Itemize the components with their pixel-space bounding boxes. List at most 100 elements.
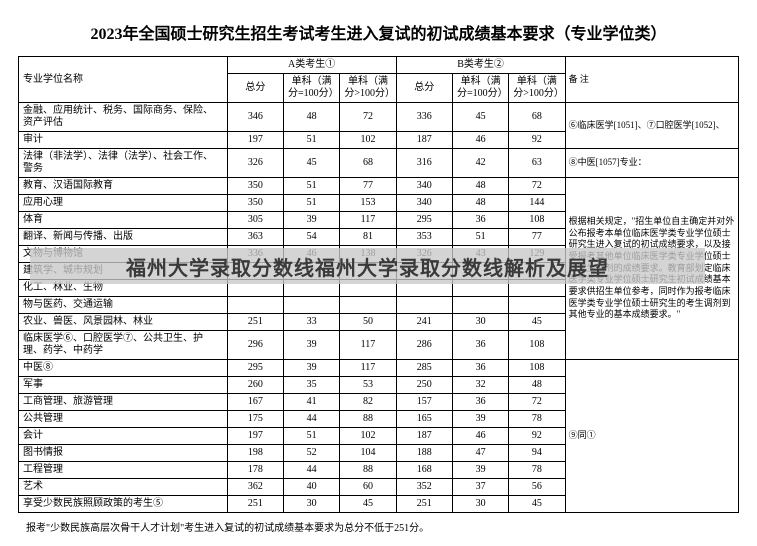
remark-cell: ⑧中医[1057]专业： xyxy=(565,149,738,178)
score-cell: 46 xyxy=(452,428,508,445)
score-cell: 117 xyxy=(340,212,396,229)
score-cell: 45 xyxy=(509,314,565,331)
score-cell: 60 xyxy=(340,479,396,496)
footer-note: 报考"少数民族高层次骨干人才计划"考生进入复试的初试成绩基本要求为总分不低于25… xyxy=(18,519,739,534)
score-cell xyxy=(284,263,340,280)
score-cell: 72 xyxy=(509,394,565,411)
score-cell: 104 xyxy=(340,445,396,462)
score-cell xyxy=(452,263,508,280)
score-cell: 72 xyxy=(340,103,396,132)
score-cell: 251 xyxy=(227,314,283,331)
score-cell: 44 xyxy=(284,462,340,479)
major-cell: 化工、林业、生物 xyxy=(19,280,228,297)
score-cell: 340 xyxy=(396,195,452,212)
score-cell: 46 xyxy=(452,132,508,149)
score-cell xyxy=(452,297,508,314)
score-cell: 41 xyxy=(284,394,340,411)
major-cell: 金融、应用统计、税务、国际商务、保险、资产评估 xyxy=(19,103,228,132)
score-cell: 36 xyxy=(452,360,508,377)
score-cell: 108 xyxy=(509,360,565,377)
major-cell: 审计 xyxy=(19,132,228,149)
major-cell: 会计 xyxy=(19,428,228,445)
score-cell xyxy=(227,297,283,314)
score-cell: 30 xyxy=(284,496,340,513)
major-cell: 军事 xyxy=(19,377,228,394)
score-cell: 40 xyxy=(284,479,340,496)
score-cell: 44 xyxy=(284,411,340,428)
header-group-a: A类考生① xyxy=(227,57,396,74)
score-cell: 39 xyxy=(452,462,508,479)
score-cell xyxy=(340,263,396,280)
page-container: 2023年全国硕士研究生招生考试考生进入复试的初试成绩基本要求（专业学位类） 专… xyxy=(0,0,757,546)
score-cell: 305 xyxy=(227,212,283,229)
score-cell: 350 xyxy=(227,178,283,195)
major-cell: 翻译、新闻与传播、出版 xyxy=(19,229,228,246)
score-cell: 63 xyxy=(509,149,565,178)
score-cell: 51 xyxy=(452,229,508,246)
score-cell: 197 xyxy=(227,132,283,149)
score-cell xyxy=(396,280,452,297)
score-cell: 92 xyxy=(509,132,565,149)
score-cell: 39 xyxy=(284,212,340,229)
score-cell: 81 xyxy=(340,229,396,246)
score-cell: 153 xyxy=(340,195,396,212)
score-cell: 175 xyxy=(227,411,283,428)
score-cell xyxy=(452,280,508,297)
score-cell: 35 xyxy=(284,377,340,394)
major-cell: 农业、兽医、风景园林、林业 xyxy=(19,314,228,331)
score-cell: 45 xyxy=(340,496,396,513)
score-cell: 42 xyxy=(452,149,508,178)
score-cell: 32 xyxy=(452,377,508,394)
score-cell: 102 xyxy=(340,428,396,445)
header-b-sub2: 单科（满分>100分） xyxy=(509,74,565,103)
score-cell: 36 xyxy=(452,394,508,411)
major-cell: 公共管理 xyxy=(19,411,228,428)
score-cell: 251 xyxy=(396,496,452,513)
score-cell: 296 xyxy=(227,331,283,360)
score-cell xyxy=(340,297,396,314)
score-cell: 286 xyxy=(396,331,452,360)
score-cell: 39 xyxy=(284,331,340,360)
score-cell: 363 xyxy=(227,229,283,246)
score-cell: 48 xyxy=(452,178,508,195)
header-major: 专业学位名称 xyxy=(19,57,228,103)
table-row: 法律（非法学）、法律（法学）、社会工作、警务32645683164263⑧中医[… xyxy=(19,149,739,178)
header-a-sub2: 单科（满分>100分） xyxy=(340,74,396,103)
score-cell: 77 xyxy=(509,229,565,246)
score-cell: 48 xyxy=(452,195,508,212)
score-cell: 36 xyxy=(452,331,508,360)
score-cell: 165 xyxy=(396,411,452,428)
score-cell: 56 xyxy=(509,479,565,496)
score-cell: 340 xyxy=(396,178,452,195)
header-b-total: 总分 xyxy=(396,74,452,103)
major-cell: 中医⑧ xyxy=(19,360,228,377)
score-cell: 350 xyxy=(227,195,283,212)
header-remark: 备 注 xyxy=(565,57,738,103)
score-cell: 108 xyxy=(509,331,565,360)
score-cell xyxy=(509,297,565,314)
score-cell: 178 xyxy=(227,462,283,479)
header-group-b: B类考生② xyxy=(396,57,565,74)
score-cell: 250 xyxy=(396,377,452,394)
major-cell: 法律（非法学）、法律（法学）、社会工作、警务 xyxy=(19,149,228,178)
score-cell: 102 xyxy=(340,132,396,149)
score-cell: 46 xyxy=(284,246,340,263)
score-cell: 54 xyxy=(284,229,340,246)
score-cell: 129 xyxy=(509,246,565,263)
major-cell: 享受少数民族照顾政策的考生⑤ xyxy=(19,496,228,513)
major-cell: 物与医药、交通运输 xyxy=(19,297,228,314)
score-cell: 39 xyxy=(452,411,508,428)
header-b-sub1: 单科（满分=100分） xyxy=(452,74,508,103)
score-cell: 108 xyxy=(509,212,565,229)
score-cell: 78 xyxy=(509,411,565,428)
score-cell: 285 xyxy=(396,360,452,377)
score-cell xyxy=(509,280,565,297)
score-cell: 47 xyxy=(452,445,508,462)
score-cell: 45 xyxy=(452,103,508,132)
score-cell xyxy=(509,263,565,280)
score-cell xyxy=(396,263,452,280)
score-cell: 198 xyxy=(227,445,283,462)
score-cell: 88 xyxy=(340,411,396,428)
score-cell: 94 xyxy=(509,445,565,462)
score-cell: 144 xyxy=(509,195,565,212)
